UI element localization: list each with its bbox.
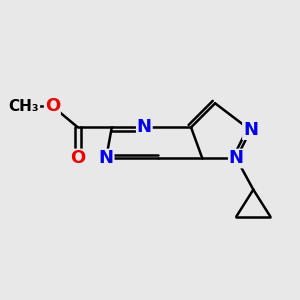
Text: CH₃: CH₃ xyxy=(9,99,39,114)
Text: N: N xyxy=(229,149,244,167)
Text: N: N xyxy=(99,149,114,167)
Text: N: N xyxy=(243,121,258,139)
Text: O: O xyxy=(70,149,85,167)
Text: N: N xyxy=(137,118,152,136)
Text: O: O xyxy=(45,97,60,115)
